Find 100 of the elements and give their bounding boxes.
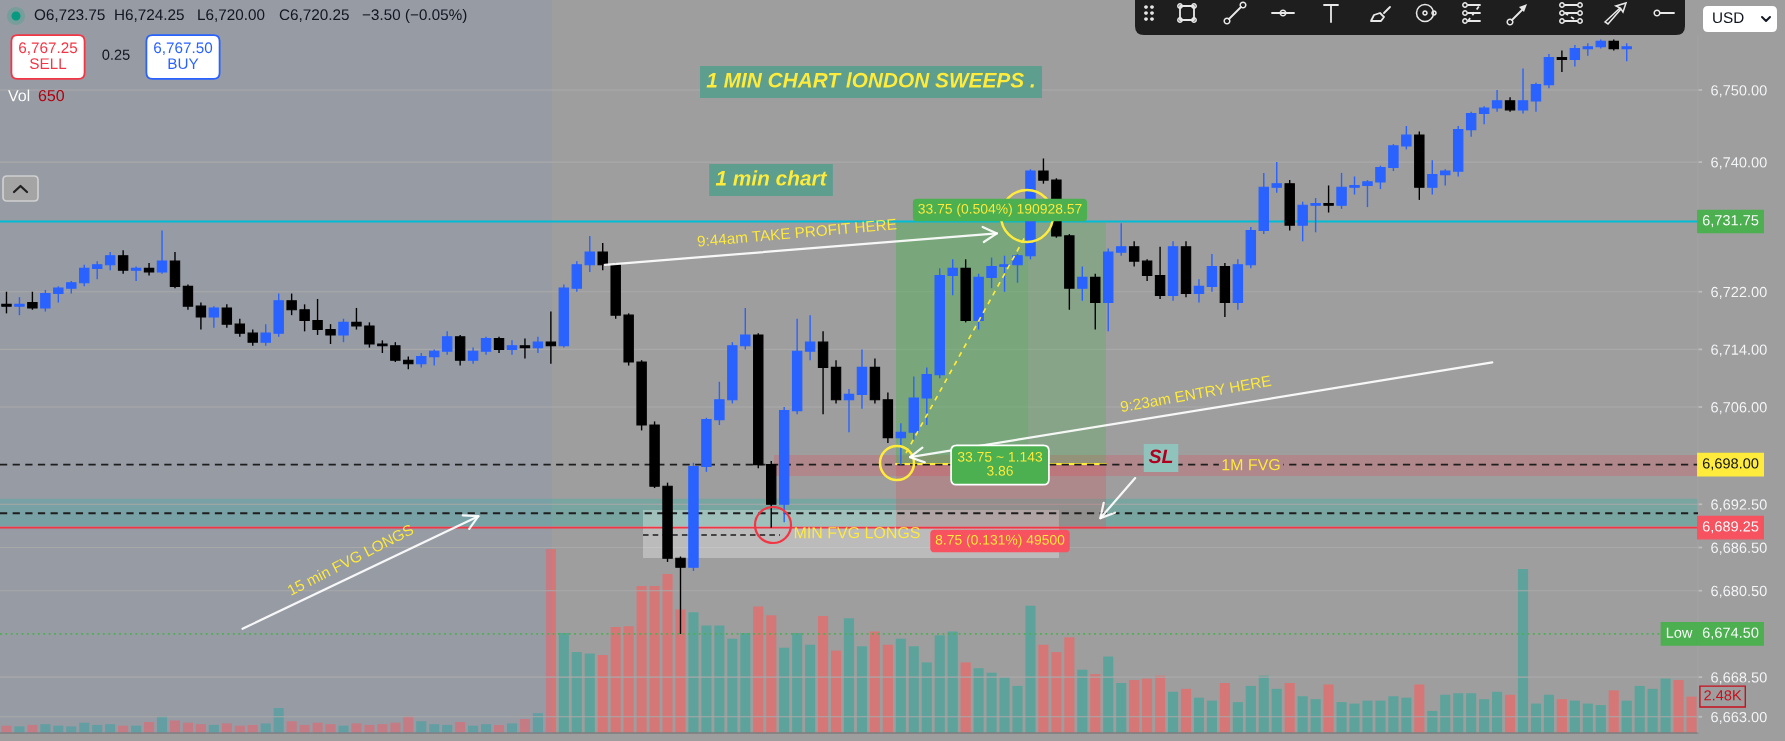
candlestick [117,249,129,275]
candlestick [1517,67,1529,115]
bar [1582,703,1593,733]
candlestick [1465,110,1477,138]
bar [805,644,816,733]
bar [1440,694,1451,733]
candlestick [14,296,25,316]
candlestick [1,291,12,315]
candlestick [104,251,116,271]
annotation: SL [1148,449,1173,464]
text: H6,724.25 [115,9,184,22]
y-tick-label: 6,714.00 [1711,344,1767,357]
bar [1258,675,1269,733]
candlestick [27,291,38,311]
bar [960,662,971,733]
ref-line-label: 6,698.00 [1702,458,1759,471]
bar [66,726,77,733]
candlestick [156,229,168,275]
bar [325,724,336,733]
bar [1077,669,1088,733]
bar [636,585,647,733]
candlestick [351,307,362,331]
bar [1297,696,1308,733]
bar [273,707,284,733]
text: C6,720.25 [279,9,349,22]
y-tick-label: 6,668.50 [1711,672,1767,685]
annotation: 9:23am ENTRY HERE [1120,375,1272,413]
annotation: MIN FVG LONGS [794,526,920,539]
bar [1090,674,1101,733]
bar [856,646,868,733]
candlestick [1038,157,1049,185]
annotation: 1M FVG [1222,458,1280,471]
candlestick [1362,179,1373,208]
text: 2.48K [1704,690,1742,701]
y-tick-label: 6,740.00 [1711,157,1767,170]
candlestick [1154,246,1166,300]
candlestick [1388,143,1399,172]
candlestick [714,381,725,426]
candlestick [1349,175,1360,196]
candlestick [286,292,297,316]
ref-line-label: 6,689.25 [1702,521,1759,534]
candlestick [1530,82,1542,113]
bar [1634,685,1645,733]
candlestick [1310,197,1321,234]
y-tick-label: 6,692.50 [1711,499,1767,512]
bar [688,612,699,733]
candlestick [571,260,583,293]
annotation: 1 min chart [715,170,828,186]
ref-line-label: 6,731.75 [1702,215,1759,228]
bar [532,713,543,733]
bar [506,723,518,733]
bar [1543,694,1554,733]
candlestick [986,256,997,289]
bar [519,719,531,733]
bar [921,662,932,733]
bar [947,631,958,733]
candlestick [480,336,492,356]
annotation: 6,767.25 SELL [19,42,78,70]
bar [481,724,492,733]
candlestick [1115,222,1127,257]
ref-line-label: Low 6,674.50 [1666,627,1759,640]
bar [351,723,362,733]
annotation: 9:44am TAKE PROFIT HERE [697,218,897,247]
bar [1466,693,1477,733]
bar [1310,699,1321,733]
candlestick [584,235,595,273]
bar [649,585,660,733]
annotation: 33.75 ~ 1.143 3.86 [957,451,1043,476]
bar [1142,678,1153,733]
bar [1505,694,1516,733]
bar [1323,684,1334,733]
bar [869,631,880,733]
candlestick [843,388,855,433]
candlestick [1297,201,1308,243]
text: −3.50 (−0.05%) [362,8,467,24]
bar [895,638,906,733]
candlestick [312,298,323,336]
bar [623,626,634,733]
candlestick [506,339,518,356]
candlestick [1375,164,1386,190]
bar [1375,700,1386,733]
candlestick [947,258,958,297]
bar [727,638,738,733]
candlestick [1323,184,1334,214]
candlestick [79,264,90,288]
bar [1647,688,1658,733]
candlestick [1193,278,1205,304]
bar [1064,637,1075,733]
candlestick [1128,240,1140,268]
bar [1673,680,1684,733]
bar [169,720,181,733]
text: L6,720.00 [198,9,265,22]
bar [1492,691,1503,733]
bar [1206,700,1217,733]
candlestick [454,334,466,367]
bar [1025,605,1036,733]
bar [286,721,297,733]
bar [882,644,893,733]
bar [105,724,116,733]
candlestick [1206,253,1218,293]
